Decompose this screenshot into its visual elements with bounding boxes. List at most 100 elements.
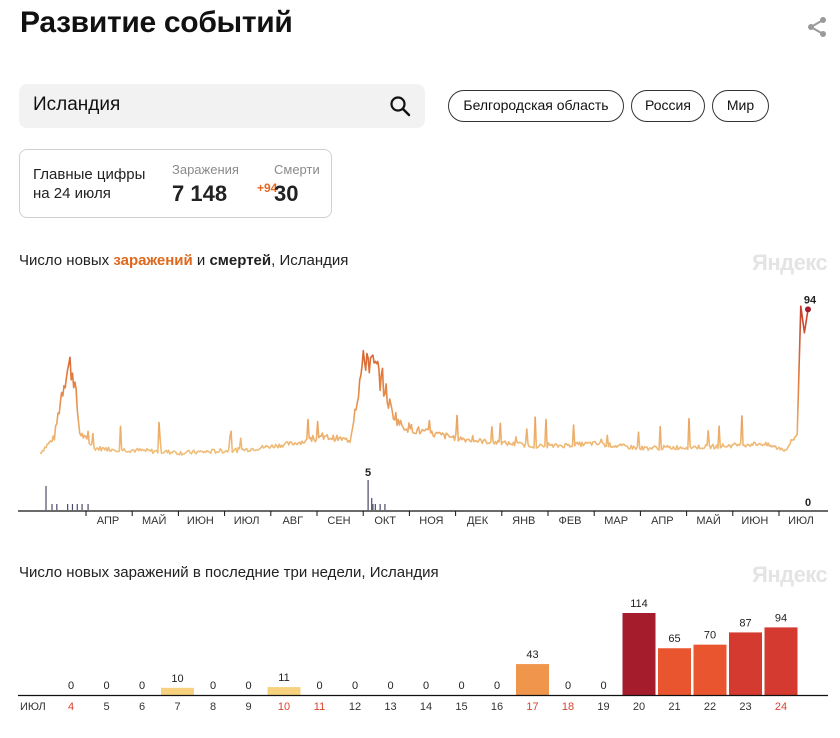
bar-value-label: 70 <box>704 630 716 642</box>
chart1-title: Число новых заражений и смертей, Исланди… <box>19 252 348 269</box>
bar-value-label: 0 <box>352 680 358 692</box>
search-value: Исландия <box>33 94 121 115</box>
bar <box>764 627 798 695</box>
bar-value-label: 0 <box>494 680 500 692</box>
bar-value-label: 0 <box>103 680 109 692</box>
bar-value-label: 0 <box>68 680 74 692</box>
x-tick-label: ИЮН <box>741 515 768 527</box>
bar-value-label: 0 <box>245 680 251 692</box>
infections-line <box>39 305 809 456</box>
deaths-peak-label: 5 <box>365 467 371 479</box>
region-button-russia[interactable]: Россия <box>631 90 705 122</box>
bar <box>622 613 656 695</box>
x-tick-label: АПР <box>97 515 119 527</box>
bar-category-label: 10 <box>278 701 290 713</box>
x-tick-label: ИЮЛ <box>788 515 814 527</box>
bar-category-label: 21 <box>668 701 680 713</box>
bar-category-label: 4 <box>68 701 74 713</box>
bar-category-label: 24 <box>775 701 787 713</box>
bar-category-label: 22 <box>704 701 716 713</box>
search-input[interactable]: Исландия <box>19 84 425 128</box>
bar <box>729 632 762 695</box>
bar-value-label: 11 <box>278 672 289 684</box>
x-tick-label: МАР <box>604 515 628 527</box>
bar-value-label: 0 <box>458 680 464 692</box>
x-tick-label: ИЮН <box>187 515 214 527</box>
infections-last-point <box>805 306 811 313</box>
bar-value-label: 114 <box>630 598 648 610</box>
bar-value-label: 10 <box>171 673 183 685</box>
bar-category-label: 15 <box>455 701 467 713</box>
x-tick-label: ЯНВ <box>512 515 535 527</box>
bar-category-label: 13 <box>384 701 396 713</box>
bar-value-label: 0 <box>210 680 216 692</box>
deaths-last-label: 0 <box>805 497 811 509</box>
page-title: Развитие событий <box>20 6 293 39</box>
x-tick-label: МАЙ <box>696 514 720 527</box>
chart1-title-prefix: Число новых <box>19 252 114 269</box>
cases-caption: Заражения <box>172 162 239 177</box>
yandex-watermark: Яндекс <box>752 250 828 275</box>
summary-label: Главные цифры на 24 июля <box>33 165 145 203</box>
bar-value-label: 0 <box>600 680 606 692</box>
x-tick-label: НОЯ <box>419 515 443 527</box>
chart1-title-middle: и <box>192 252 210 269</box>
yandex-watermark-2: Яндекс <box>752 562 828 587</box>
summary-label-date: на 24 июля <box>33 185 111 202</box>
bar-category-label: 11 <box>314 701 325 713</box>
bar-category-label: 9 <box>245 701 251 713</box>
chart1-title-infections: заражений <box>113 252 193 269</box>
bar-category-label: 19 <box>597 701 609 713</box>
cases-delta: +94 <box>257 181 278 195</box>
bar <box>516 664 549 695</box>
bar-value-label: 0 <box>316 680 322 692</box>
share-icon[interactable] <box>806 16 828 38</box>
x-tick-label: ФЕВ <box>558 515 581 527</box>
deaths-caption: Смерти <box>274 162 320 177</box>
summary-label-line1: Главные цифры <box>33 166 146 183</box>
bar-value-label: 0 <box>423 680 429 692</box>
bar-category-label: 6 <box>139 701 145 713</box>
deaths-value: 30 <box>274 181 299 206</box>
bar <box>267 687 301 695</box>
bar <box>658 648 691 695</box>
x-tick-label: АПР <box>651 515 673 527</box>
infections-last-label: 94 <box>804 294 817 306</box>
bar-value-label: 0 <box>387 680 393 692</box>
bar-value-label: 43 <box>526 649 538 661</box>
bar-value-label: 87 <box>739 617 751 629</box>
search-icon[interactable] <box>389 95 411 117</box>
bar-value-label: 94 <box>775 612 787 624</box>
x-tick-label: ИЮЛ <box>234 515 260 527</box>
bar <box>161 687 194 695</box>
bar-axis-month-label: ИЮЛ <box>20 701 46 713</box>
x-tick-label: ОКТ <box>374 515 396 527</box>
bar-value-label: 0 <box>565 680 571 692</box>
infections-deaths-chart: 94 5 0 АПР МАЙ ИЮН ИЮЛ АВГ СЕН ОКТ НОЯ ДЕК ЯНВ ФЕВ МАР… <box>18 294 828 527</box>
chart2-title: Число новых заражений в последние три не… <box>19 564 439 581</box>
x-tick-label: СЕН <box>327 515 350 527</box>
x-tick-label: ДЕК <box>467 515 489 527</box>
summary-card: Главные цифры на 24 июля Заражения 7 148… <box>19 149 332 218</box>
bar-category-label: 5 <box>103 701 109 713</box>
chart1-title-deaths: смертей <box>209 252 272 269</box>
bar-value-label: 65 <box>668 633 680 645</box>
region-button-world[interactable]: Мир <box>712 90 769 122</box>
bar-category-label: 16 <box>491 701 503 713</box>
bar-value-label: 0 <box>139 680 145 692</box>
bar <box>693 644 727 695</box>
chart1-title-suffix: , Исландия <box>271 252 349 269</box>
bar-category-label: 14 <box>420 701 432 713</box>
bar-category-label: 20 <box>633 701 645 713</box>
region-button-belgorod[interactable]: Белгородская область <box>448 90 624 122</box>
bar-category-label: 23 <box>739 701 751 713</box>
x-tick-label: АВГ <box>282 515 303 527</box>
cases-value: 7 148 <box>172 181 228 206</box>
bar-category-label: 12 <box>349 701 361 713</box>
bar-category-label: 17 <box>526 701 538 713</box>
three-weeks-bar-chart: 0405061070809111001101201301401501643170… <box>18 598 828 713</box>
bar-category-label: 7 <box>174 701 180 713</box>
x-tick-label: МАЙ <box>142 514 166 527</box>
bar-category-label: 18 <box>562 701 574 713</box>
bar-category-label: 8 <box>210 701 216 713</box>
